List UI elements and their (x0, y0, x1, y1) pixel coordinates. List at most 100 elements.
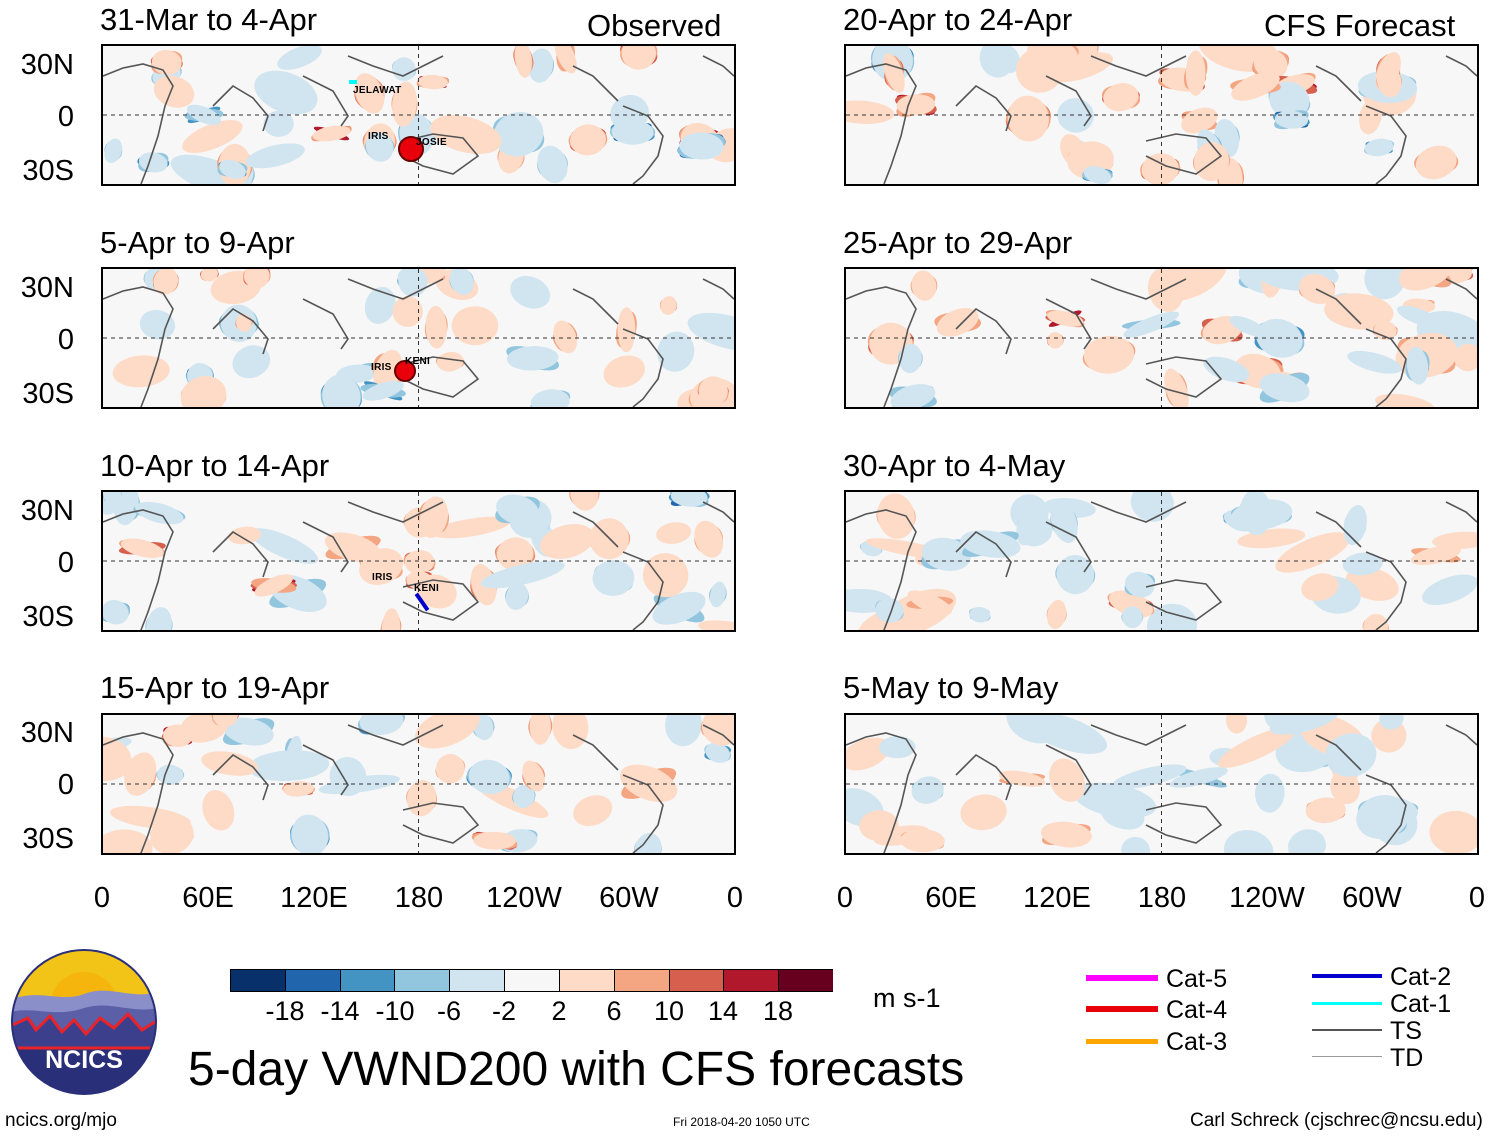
map-panel-forecast-4 (844, 713, 1479, 855)
wind-anomaly-contour (652, 591, 706, 625)
wind-anomaly-contour (291, 814, 329, 853)
legend-label: TD (1390, 1044, 1424, 1072)
wind-anomaly-contour (921, 537, 971, 571)
legend-line-cat2 (1312, 974, 1382, 978)
wind-anomaly-contour (592, 560, 635, 596)
wind-anomaly-contour (570, 124, 606, 156)
colorbar-segment (504, 969, 560, 992)
storm-label: KENI (414, 583, 440, 594)
lat-label-30n: 30N (20, 717, 74, 749)
colorbar-segment (449, 969, 505, 992)
wind-anomaly-contour (879, 736, 916, 759)
wind-anomaly-contour (1379, 715, 1404, 730)
wind-anomaly-contour (1429, 810, 1477, 853)
colorbar-segment (230, 969, 285, 992)
coastline (1365, 105, 1407, 184)
wind-anomaly-contour (979, 46, 1016, 78)
wind-anomaly-contour (493, 111, 544, 157)
coastline (212, 307, 269, 355)
storm-label: IRIS (371, 362, 392, 373)
wind-anomaly-contour (1324, 293, 1394, 330)
lon-label: 180 (394, 882, 444, 914)
lat-label-eq: 0 (57, 324, 74, 356)
wind-anomaly-contour (200, 269, 218, 282)
coastline (402, 133, 480, 175)
coastline (702, 278, 734, 300)
coastline (1315, 734, 1362, 771)
wind-anomaly-contour (312, 125, 351, 142)
storm-track-cat4 (394, 360, 416, 382)
wind-anomaly-contour (1255, 773, 1285, 813)
coastline (347, 501, 444, 523)
wind-anomaly-contour (1229, 315, 1267, 337)
wind-anomaly-contour (263, 110, 294, 137)
wind-anomaly-contour (146, 607, 172, 630)
wind-anomaly-contour (436, 351, 464, 372)
coastline (212, 84, 269, 132)
coastline (622, 328, 664, 407)
wind-anomaly-contour (698, 376, 728, 407)
wind-anomaly-contour (1422, 574, 1477, 606)
wind-anomaly-contour (254, 574, 294, 597)
colorbar-tick: -10 (375, 996, 415, 1026)
legend-line-ts (1312, 1029, 1382, 1031)
coastline (1090, 724, 1187, 746)
wind-anomaly-contour (416, 574, 457, 609)
wind-anomaly-contour (513, 784, 535, 809)
wind-anomaly-contour (603, 355, 645, 388)
wind-anomaly-contour (1007, 95, 1049, 142)
wind-anomaly-contour (660, 296, 677, 315)
wind-anomaly-contour (1185, 50, 1206, 96)
wind-anomaly-contour (573, 795, 613, 827)
coastline (302, 744, 349, 796)
coastline (1045, 744, 1092, 796)
coastline (402, 579, 480, 621)
lon-label: 0 (726, 882, 744, 914)
map-panel-observed-4 (101, 713, 736, 855)
panel-title: 20-Apr to 24-Apr (843, 2, 1073, 37)
wind-anomaly-contour (634, 833, 662, 853)
wind-anomaly-contour (1226, 715, 1248, 734)
lon-label: 60E (925, 882, 977, 914)
wind-anomaly-contour (359, 715, 404, 736)
coastline (1045, 521, 1092, 573)
coastline (302, 298, 349, 350)
wind-anomaly-contour (846, 100, 895, 124)
lon-label: 120E (1023, 882, 1091, 914)
coastline (955, 307, 1012, 355)
wind-anomaly-contour (1415, 145, 1457, 180)
wind-anomaly-contour (911, 776, 944, 804)
wind-anomaly-contour (1274, 110, 1309, 129)
coastline (702, 55, 734, 77)
lon-label: 60W (599, 882, 659, 914)
wind-anomaly-contour (1376, 65, 1402, 98)
wind-anomaly-contour (1301, 573, 1339, 602)
wind-anomaly-contour (665, 715, 702, 747)
map-panel-forecast-3 (844, 490, 1479, 632)
lat-label-30s: 30S (22, 601, 74, 633)
wind-anomaly-contour (1275, 532, 1350, 573)
legend-line-cat4 (1086, 1006, 1158, 1012)
wind-anomaly-contour (701, 715, 734, 746)
map-panel-observed-1 (101, 44, 736, 186)
website-link[interactable]: ncics.org/mjo (5, 1110, 117, 1131)
wind-anomaly-contour (969, 606, 991, 623)
wind-anomaly-contour (1347, 350, 1402, 374)
wind-anomaly-contour (1046, 310, 1084, 327)
colorbar-segment (778, 969, 834, 992)
wind-anomaly-contour (698, 620, 734, 630)
wind-anomaly-contour (1288, 829, 1326, 853)
wind-anomaly-contour (1083, 166, 1112, 184)
wind-anomaly-contour (468, 759, 510, 795)
panel-title: 15-Apr to 19-Apr (100, 670, 330, 705)
colorbar-segment (613, 969, 669, 992)
wind-anomaly-contour (392, 296, 423, 327)
colorbar-segment (394, 969, 450, 992)
lon-label: 120W (1229, 882, 1305, 914)
wind-anomaly-contour (153, 75, 195, 108)
lon-label: 0 (1468, 882, 1486, 914)
wind-anomaly-contour (398, 269, 428, 297)
colorbar-segment (723, 969, 779, 992)
coastline (572, 288, 619, 325)
panel-title: 31-Mar to 4-Apr (100, 2, 318, 37)
